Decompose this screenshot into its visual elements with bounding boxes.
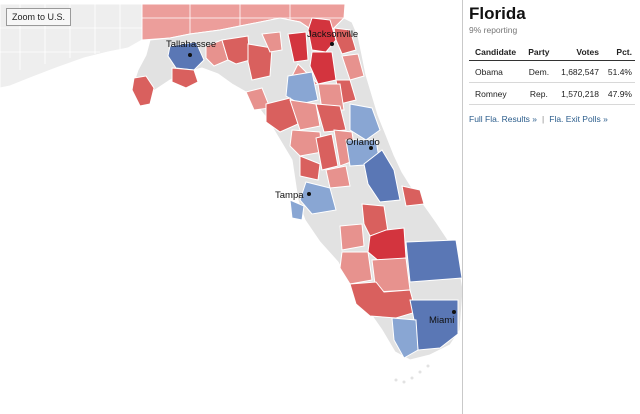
column-header-party: Party <box>523 44 554 61</box>
county-shapes[interactable] <box>131 17 462 359</box>
county-shape <box>287 31 309 63</box>
column-header-votes: Votes <box>553 44 602 61</box>
full-results-link[interactable]: Full Fla. Results » <box>469 114 538 124</box>
county-shape <box>299 155 321 181</box>
candidate-party: Dem. <box>523 60 554 83</box>
zoom-to-us-button[interactable]: Zoom to U.S. <box>6 8 72 26</box>
county-shape <box>289 129 323 157</box>
column-header-pct: Pct. <box>601 44 635 61</box>
county-shape <box>315 133 339 171</box>
candidate-name: Romney <box>469 82 524 105</box>
exit-polls-link[interactable]: Fla. Exit Polls » <box>549 114 608 124</box>
city-label: Miami <box>429 315 454 326</box>
county-shape <box>341 53 365 81</box>
county-shape <box>131 75 155 107</box>
florida-county-map[interactable]: Tallahassee Jacksonville Orlando Tampa M… <box>0 0 462 414</box>
table-row: Romney Rep. 1,570,218 47.9% <box>469 82 635 105</box>
county-shape <box>221 35 251 65</box>
county-shape <box>405 239 462 283</box>
candidate-votes: 1,682,547 <box>553 60 602 83</box>
county-shape <box>325 165 351 189</box>
column-header-candidate: Candidate <box>469 44 524 61</box>
candidate-pct: 47.9% <box>601 82 635 105</box>
candidate-party: Rep. <box>523 82 554 105</box>
city-label: Jacksonville <box>307 29 358 40</box>
county-shape <box>171 67 199 89</box>
county-shape <box>265 97 299 133</box>
table-header-row: Candidate Party Votes Pct. <box>469 44 635 61</box>
county-shape <box>349 103 381 141</box>
candidate-votes: 1,570,218 <box>553 82 602 105</box>
link-separator: | <box>542 114 545 124</box>
county-shape <box>401 185 425 207</box>
results-links: Full Fla. Results » | Fla. Exit Polls » <box>469 114 608 124</box>
city-jacksonville[interactable]: Jacksonville <box>307 29 358 46</box>
county-shape <box>299 181 337 215</box>
county-shape <box>339 251 373 285</box>
candidate-pct: 51.4% <box>601 60 635 83</box>
city-dot <box>369 146 373 150</box>
county-shape <box>285 71 319 105</box>
city-dot <box>307 192 311 196</box>
neighbor-county-lines <box>0 4 345 70</box>
county-shape <box>261 31 283 53</box>
reporting-status: 9% reporting <box>469 25 518 35</box>
city-dot <box>188 53 192 57</box>
election-map[interactable]: Tallahassee Jacksonville Orlando Tampa M… <box>0 0 462 414</box>
county-shape <box>317 83 345 111</box>
city-orlando[interactable]: Orlando <box>346 137 380 150</box>
county-shape <box>315 103 347 133</box>
county-shape <box>333 27 357 55</box>
county-shape <box>391 317 419 359</box>
city-tampa[interactable]: Tampa <box>275 190 311 201</box>
table-row: Obama Dem. 1,682,547 51.4% <box>469 60 635 83</box>
county-shape <box>363 149 401 203</box>
city-dot <box>330 42 334 46</box>
city-label: Tallahassee <box>166 39 216 50</box>
city-dot <box>452 310 456 314</box>
state-title: Florida <box>469 4 526 23</box>
county-shape <box>339 223 365 251</box>
city-miami[interactable]: Miami <box>429 310 456 326</box>
county-shape <box>205 39 229 67</box>
candidate-name: Obama <box>469 60 524 83</box>
county-shape <box>289 99 321 131</box>
florida-keys <box>394 364 430 384</box>
results-table: Candidate Party Votes Pct. Obama Dem. 1,… <box>469 44 635 105</box>
county-shape <box>309 51 337 85</box>
county-shape <box>289 199 305 221</box>
panel-divider <box>462 0 463 414</box>
city-label: Tampa <box>275 190 304 201</box>
city-tallahassee[interactable]: Tallahassee <box>166 39 216 57</box>
city-label: Orlando <box>346 137 380 148</box>
